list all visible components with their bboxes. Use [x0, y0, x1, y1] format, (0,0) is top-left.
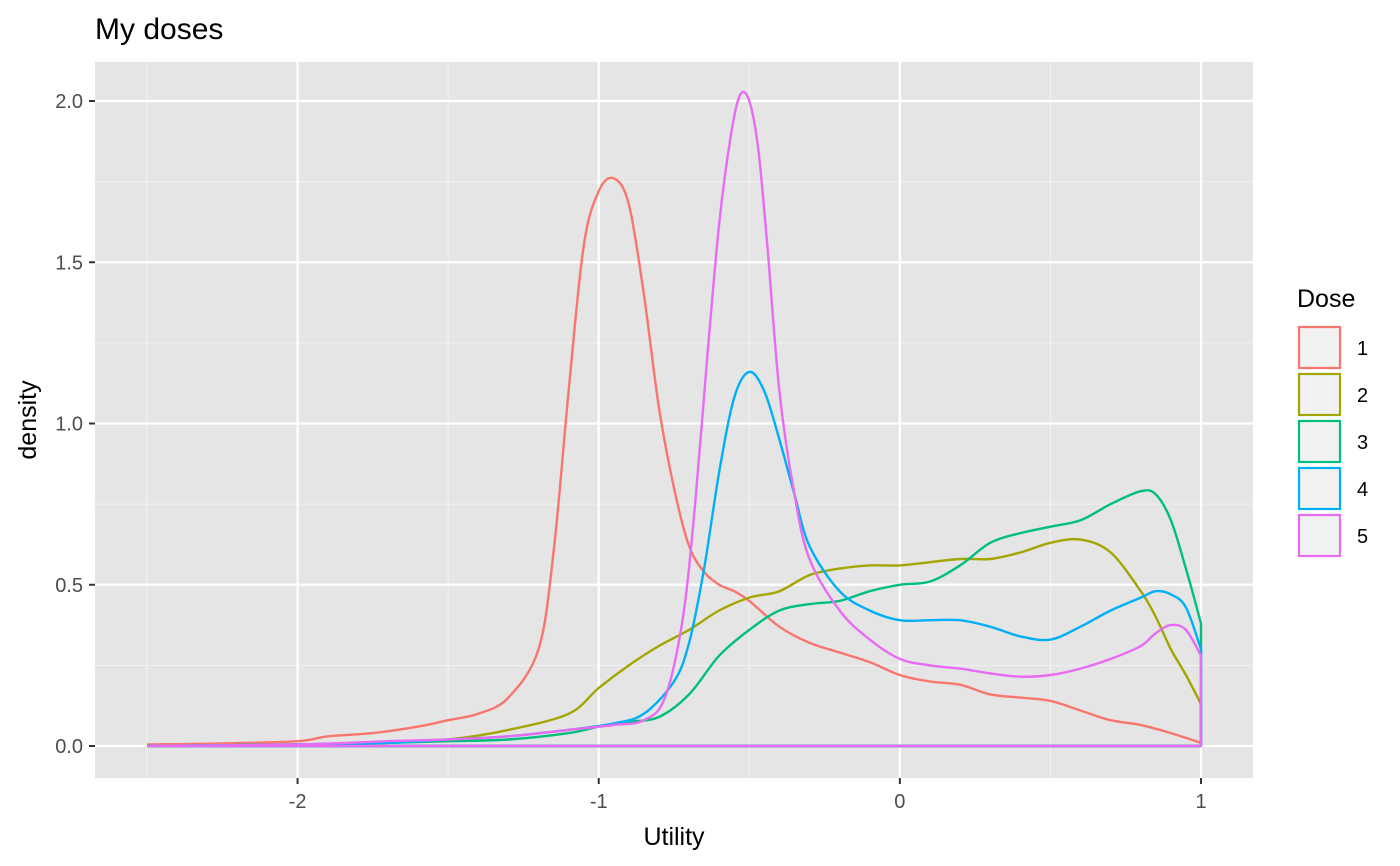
x-tick-label: -1: [590, 791, 608, 813]
legend-label-dose-4: 4: [1357, 479, 1368, 501]
density-line-dose-5: [146, 90, 1203, 748]
legend-key-dose-5: [1297, 513, 1342, 558]
legend-key-dose-3: [1297, 419, 1342, 464]
x-axis: -2 -1 0 1: [289, 778, 1207, 813]
density-line-dose-2: [146, 537, 1203, 748]
y-tick-label: 0.0: [55, 736, 83, 758]
legend-key-dose-4: [1297, 466, 1342, 511]
x-tick-label: -2: [289, 791, 307, 813]
legend-key-dose-1: [1297, 325, 1342, 370]
legend-label-dose-1: 1: [1357, 338, 1368, 360]
x-tick-label: 1: [1195, 791, 1206, 813]
density-line-dose-1: [146, 176, 1203, 748]
legend-key-dose-2: [1297, 372, 1342, 417]
y-tick-label: 1.0: [55, 414, 83, 436]
legend: Dose 1 2 3 4 5: [1297, 285, 1368, 558]
legend-label-dose-3: 3: [1357, 432, 1368, 454]
y-axis: 0.0 0.5 1.0 1.5 2.0: [55, 91, 95, 758]
minor-gridlines: [95, 62, 1253, 778]
legend-label-dose-5: 5: [1357, 526, 1368, 548]
y-tick-label: 1.5: [55, 252, 83, 274]
x-axis-title: Utility: [643, 823, 705, 851]
density-curves: [146, 90, 1203, 748]
y-axis-title: density: [14, 380, 42, 460]
x-tick-label: 0: [894, 791, 905, 813]
chart-title: My doses: [95, 13, 223, 46]
y-tick-label: 0.5: [55, 575, 83, 597]
legend-title: Dose: [1297, 285, 1355, 313]
legend-label-dose-2: 2: [1357, 385, 1368, 407]
y-tick-label: 2.0: [55, 91, 83, 113]
